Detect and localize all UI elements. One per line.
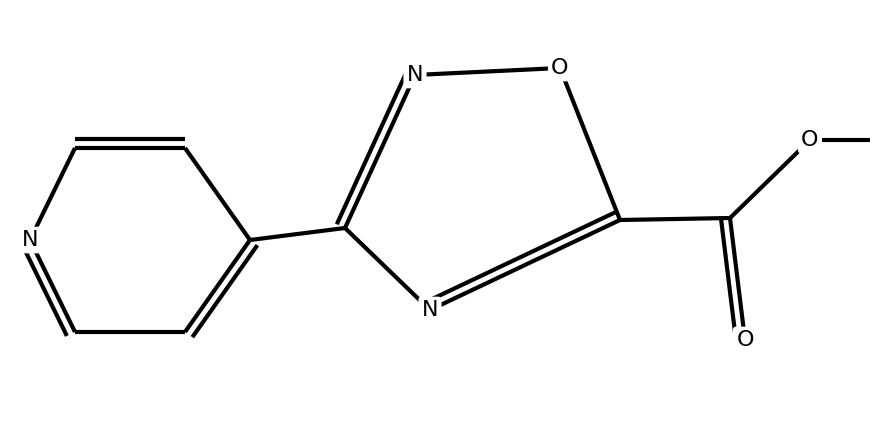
Text: O: O [551,58,569,78]
Text: N: N [421,300,438,320]
Text: O: O [802,130,819,150]
Text: N: N [22,230,39,250]
Text: O: O [736,330,753,350]
Text: N: N [406,65,423,85]
Text: CH₃: CH₃ [875,130,876,150]
